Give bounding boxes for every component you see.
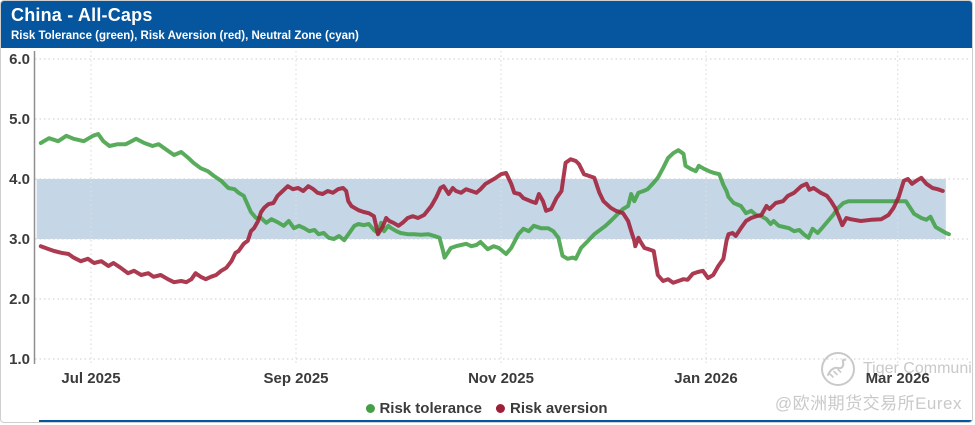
x-tick-label: Jan 2026 bbox=[674, 370, 737, 387]
risk-aversion-line bbox=[38, 157, 945, 285]
neutral-zone-band bbox=[36, 179, 946, 239]
legend-label: Risk aversion bbox=[509, 400, 608, 417]
y-tick-label: 6.0 bbox=[9, 51, 30, 68]
risk-aversion-dot-icon bbox=[495, 404, 505, 413]
legend-label: Risk tolerance bbox=[379, 400, 482, 417]
watermark-handle: @欧洲期货交易所Eurex bbox=[774, 394, 962, 413]
y-tick-label: 3.0 bbox=[9, 231, 30, 248]
watermark-brand: Tiger Community bbox=[819, 349, 973, 389]
x-tick-label: Jul 2025 bbox=[61, 370, 120, 387]
legend-item-risk-tolerance[interactable]: Risk tolerance bbox=[365, 400, 482, 417]
chart-subtitle: Risk Tolerance (green), Risk Aversion (r… bbox=[11, 30, 359, 42]
y-tick-label: 1.0 bbox=[9, 351, 30, 368]
page-title: China - All-Caps bbox=[11, 5, 153, 25]
legend-item-risk-aversion[interactable]: Risk aversion bbox=[495, 400, 608, 417]
chart-legend: Risk tolerance Risk aversion bbox=[365, 400, 608, 417]
y-tick-label: 4.0 bbox=[9, 171, 30, 188]
watermark-brand-label: Tiger Community bbox=[863, 360, 973, 377]
risk-tolerance-dot-icon bbox=[365, 404, 375, 413]
x-tick-label: Nov 2025 bbox=[468, 370, 534, 387]
tiger-logo-icon bbox=[821, 352, 855, 386]
x-tick-label: Sep 2025 bbox=[263, 370, 328, 387]
risk-tolerance-line bbox=[38, 132, 951, 261]
chart-header: China - All-Caps Risk Tolerance (green),… bbox=[1, 1, 972, 48]
y-tick-label: 5.0 bbox=[9, 111, 30, 128]
x-tick-label: Mar 2026 bbox=[866, 370, 930, 387]
y-tick-label: 2.0 bbox=[9, 291, 30, 308]
footer-accent-bar bbox=[39, 420, 972, 422]
